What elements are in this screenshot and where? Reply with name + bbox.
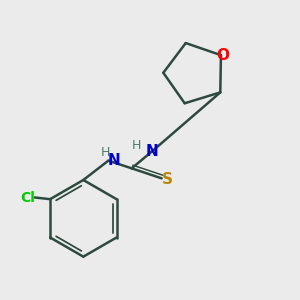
Text: H: H — [100, 146, 110, 159]
Text: H: H — [132, 139, 141, 152]
Text: O: O — [216, 48, 229, 63]
Text: Cl: Cl — [20, 190, 35, 205]
Text: S: S — [162, 172, 173, 188]
Text: N: N — [108, 153, 121, 168]
Text: N: N — [145, 144, 158, 159]
